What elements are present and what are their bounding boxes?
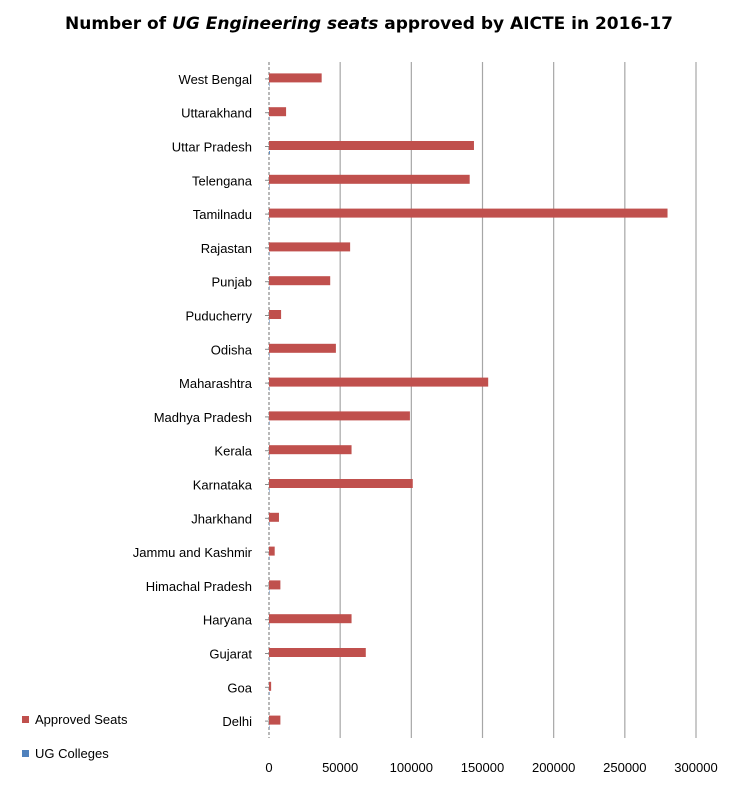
y-tick-label-west-bengal: West Bengal [179,72,253,87]
bar-approved-seats-kerala [269,445,352,455]
y-tick-label-maharashtra: Maharashtra [179,376,253,391]
bar-approved-seats-telengana [269,174,470,184]
bar-ug-colleges-karnataka [269,489,270,492]
bar-ug-colleges-tamilnadu [269,218,270,222]
x-tick-label-200000: 200000 [532,760,575,775]
chart-title: Number of UG Engineering seats approved … [0,14,738,34]
y-tick-label-goa: Goa [227,680,252,695]
bar-ug-colleges-madhya-pradesh [269,421,270,425]
title-suffix: approved by AICTE in 2016-17 [378,14,673,34]
bar-ug-colleges-telengana [269,184,270,188]
bar-approved-seats-delhi [269,715,281,725]
title-emphasis: UG Engineering seats [172,14,379,34]
bar-approved-seats-rajastan [269,242,351,252]
x-tick-label-0: 0 [265,760,272,775]
bar-approved-seats-haryana [269,614,352,624]
x-tick-label-100000: 100000 [390,760,433,775]
x-tick-label-300000: 300000 [674,760,717,775]
y-tick-label-jammu-and-kashmir: Jammu and Kashmir [133,545,253,560]
y-tick-label-uttarakhand: Uttarakhand [181,106,252,121]
bar-approved-seats-gujarat [269,648,366,657]
legend-swatch-ug-colleges [22,750,29,757]
legend-swatch-approved-seats [22,716,29,723]
legend-label-approved-seats: Approved Seats [35,712,128,727]
bar-ug-colleges-rajastan [269,252,270,256]
y-tick-label-telengana: Telengana [192,173,253,188]
y-tick-label-karnataka: Karnataka [193,478,253,493]
legend-label-ug-colleges: UG Colleges [35,746,109,761]
bar-ug-colleges-odisha [269,353,270,357]
bar-ug-colleges-haryana [269,624,270,628]
y-tick-label-jharkhand: Jharkhand [191,511,252,526]
y-tick-label-madhya-pradesh: Madhya Pradesh [154,410,252,425]
y-tick-label-punjab: Punjab [212,275,252,290]
y-tick-label-himachal-pradesh: Himachal Pradesh [146,579,252,594]
y-tick-label-haryana: Haryana [203,613,253,628]
y-tick-label-kerala: Kerala [214,444,252,459]
bar-approved-seats-tamilnadu [269,208,668,218]
bar-ug-colleges-jharkhand [269,522,270,526]
bar-ug-colleges-puducherry [269,320,270,323]
bar-approved-seats-goa [269,681,272,691]
bar-ug-colleges-punjab [269,286,270,290]
bar-approved-seats-jharkhand [269,512,279,522]
bar-approved-seats-uttar-pradesh [269,141,474,150]
bar-approved-seats-uttarakhand [269,107,287,117]
bar-approved-seats-karnataka [269,479,413,488]
bar-ug-colleges-delhi [269,725,270,729]
bar-ug-colleges-uttar-pradesh [269,151,270,154]
y-tick-label-delhi: Delhi [222,714,252,729]
bar-approved-seats-puducherry [269,310,282,319]
legend-item-approved-seats: Approved Seats [22,712,128,727]
bar-approved-seats-punjab [269,276,331,286]
bar-ug-colleges-maharashtra [269,387,270,391]
bar-ug-colleges-west-bengal [269,83,270,87]
bar-ug-colleges-gujarat [269,658,270,661]
y-tick-label-gujarat: Gujarat [209,647,252,662]
bar-approved-seats-west-bengal [269,73,322,83]
bar-ug-colleges-uttarakhand [269,117,270,121]
bar-ug-colleges-himachal-pradesh [269,590,270,594]
bar-ug-colleges-jammu-and-kashmir [269,556,270,560]
x-tick-label-50000: 50000 [322,760,358,775]
bar-approved-seats-himachal-pradesh [269,580,281,590]
y-tick-label-tamilnadu: Tamilnadu [193,207,252,222]
bar-approved-seats-maharashtra [269,377,489,387]
bar-approved-seats-jammu-and-kashmir [269,546,275,556]
bar-ug-colleges-kerala [269,455,270,459]
legend-item-ug-colleges: UG Colleges [22,746,109,761]
y-tick-label-rajastan: Rajastan [201,241,252,256]
y-tick-label-odisha: Odisha [211,342,253,357]
y-tick-label-uttar-pradesh: Uttar Pradesh [172,140,252,155]
x-tick-label-250000: 250000 [603,760,646,775]
title-prefix: Number of [65,14,173,34]
bar-approved-seats-odisha [269,343,336,353]
bar-ug-colleges-goa [269,691,270,695]
bar-approved-seats-madhya-pradesh [269,411,410,421]
x-tick-label-150000: 150000 [461,760,504,775]
y-tick-label-puducherry: Puducherry [186,309,253,324]
